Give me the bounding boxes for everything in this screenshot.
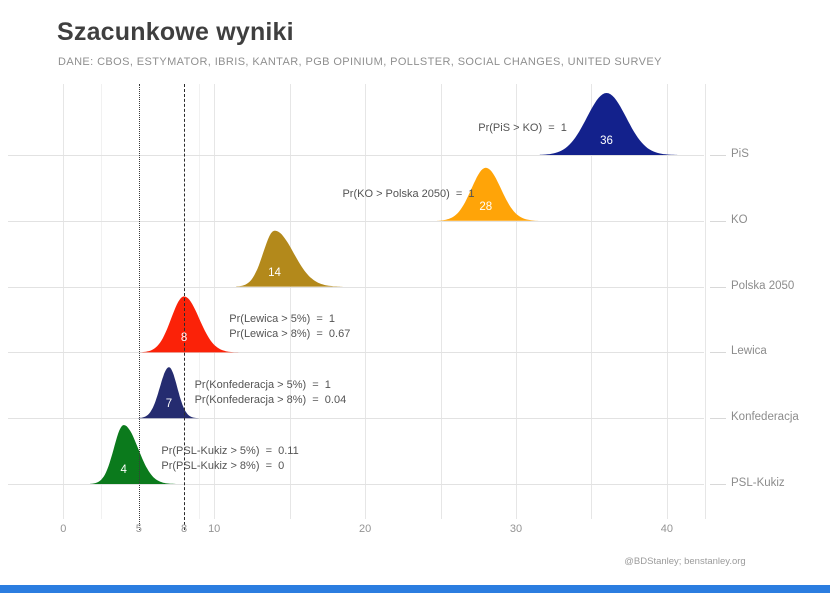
x-gridline	[440, 84, 442, 519]
row-baseline	[8, 286, 704, 288]
x-axis-tick: 40	[660, 523, 674, 535]
x-gridline	[365, 84, 367, 519]
party-tick	[710, 418, 726, 420]
x-gridline	[214, 84, 216, 519]
party-label: PiS	[731, 148, 749, 160]
party-label: Konfederacja	[731, 411, 799, 424]
party-tick	[710, 484, 726, 485]
footer-bar	[0, 585, 830, 593]
party-tick	[710, 220, 726, 222]
party-tick	[710, 352, 726, 354]
page-subtitle: DANE: CBOS, ESTYMATOR, IBRIS, KANTAR, PG…	[58, 56, 662, 68]
row-baseline	[8, 155, 704, 156]
x-axis-tick: 5	[135, 523, 142, 535]
density-konfederacja	[138, 367, 199, 419]
x-axis-tick: 0	[60, 523, 67, 535]
probability-annotation: Pr(PSL-Kukiz > 8%) = 0	[161, 460, 285, 472]
value-label: 28	[479, 200, 493, 213]
party-label: Lewica	[731, 345, 767, 358]
probability-annotation: Pr(Lewica > 8%) = 0.67	[229, 328, 351, 341]
x-gridline	[199, 84, 201, 519]
credit-text: @BDStanley; benstanley.org	[624, 556, 746, 567]
x-gridline	[704, 84, 706, 519]
party-label: Polska 2050	[731, 279, 795, 292]
probability-annotation: Pr(KO > Polska 2050) = 1	[342, 187, 475, 200]
value-label: 7	[165, 398, 173, 411]
probability-annotation: Pr(Konfederacja > 5%) = 1	[194, 379, 331, 392]
x-axis-tick: 20	[358, 523, 372, 535]
x-gridline	[591, 84, 593, 519]
density-lewica	[140, 296, 239, 353]
row-baseline	[8, 352, 704, 354]
party-tick	[710, 155, 726, 156]
probability-annotation: Pr(PSL-Kukiz > 5%) = 0.11	[161, 445, 299, 457]
x-gridline	[63, 84, 65, 519]
probability-annotation: Pr(Konfederacja > 8%) = 0.04	[194, 394, 347, 407]
page-title: Szacunkowe wyniki	[57, 18, 294, 46]
x-gridline	[289, 84, 291, 519]
party-label: PSL-Kukiz	[731, 477, 785, 489]
value-label: 36	[600, 135, 613, 147]
value-label: 4	[120, 464, 127, 476]
row-baseline	[8, 484, 704, 485]
value-label: 14	[268, 266, 281, 279]
x-gridline	[666, 84, 668, 519]
density-psl-kukiz	[90, 425, 176, 484]
density-ko	[437, 167, 541, 221]
x-gridline	[101, 84, 103, 519]
density-pis	[539, 93, 678, 155]
probability-annotation: Pr(Lewica > 5%) = 1	[229, 313, 336, 326]
reference-line-5	[138, 84, 140, 530]
party-tick	[710, 286, 726, 288]
party-label: KO	[731, 213, 748, 226]
density-polska-2050	[236, 230, 343, 287]
row-baseline	[8, 220, 704, 222]
value-label: 8	[180, 332, 188, 345]
x-axis-tick: 10	[208, 523, 221, 535]
probability-annotation: Pr(PiS > KO) = 1	[478, 122, 567, 134]
x-axis-tick: 8	[180, 523, 188, 535]
row-baseline	[8, 418, 704, 420]
x-axis-tick: 30	[509, 523, 523, 535]
reference-line-8	[184, 84, 186, 530]
x-gridline	[516, 84, 517, 519]
